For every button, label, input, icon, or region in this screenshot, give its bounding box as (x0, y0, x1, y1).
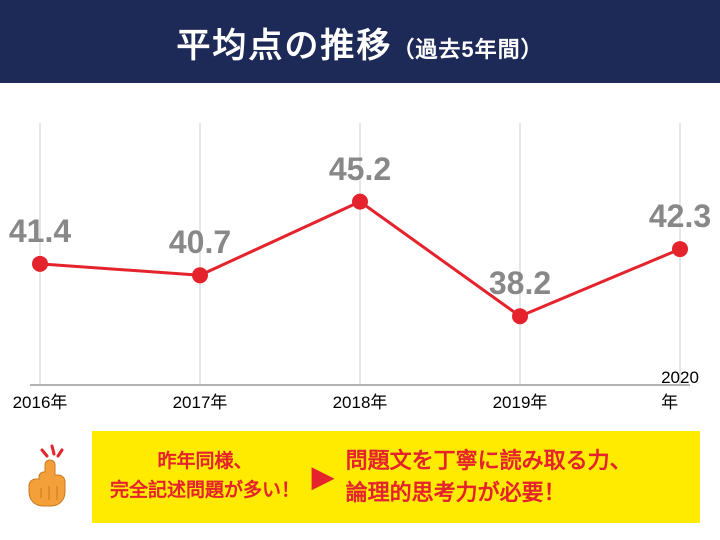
page-header: 平均点の推移（過去5年間） (0, 0, 720, 83)
data-point-label: 45.2 (329, 151, 391, 188)
header-title-main: 平均点の推移 (176, 27, 392, 65)
data-point-label: 41.4 (9, 213, 71, 250)
x-axis-label: 2017年 (173, 388, 228, 413)
x-axis-label: 2018年 (333, 388, 388, 413)
data-point-label: 42.3 (649, 198, 711, 235)
line-chart: 2016年41.42017年40.72018年45.22019年38.22020… (30, 113, 690, 413)
arrow-icon: ▶ (312, 460, 334, 493)
x-axis-label: 2020年 (661, 368, 699, 413)
callout-right-text: 問題文を丁寧に読み取る力、 論理的思考力が必要！ (346, 445, 632, 509)
x-axis-label: 2016年 (13, 388, 68, 413)
callout-box: 昨年同様、 完全記述問題が多い！ ▶ 問題文を丁寧に読み取る力、 論理的思考力が… (92, 431, 700, 523)
callout-left-text: 昨年同様、 完全記述問題が多い！ (110, 448, 300, 505)
callout-row: 昨年同様、 完全記述問題が多い！ ▶ 問題文を丁寧に読み取る力、 論理的思考力が… (20, 431, 700, 523)
data-point-label: 40.7 (169, 224, 231, 261)
data-point-label: 38.2 (489, 265, 551, 302)
x-axis-label: 2019年 (493, 388, 548, 413)
pointing-hand-icon (20, 442, 80, 512)
header-title-sub: （過去5年間） (392, 37, 543, 62)
